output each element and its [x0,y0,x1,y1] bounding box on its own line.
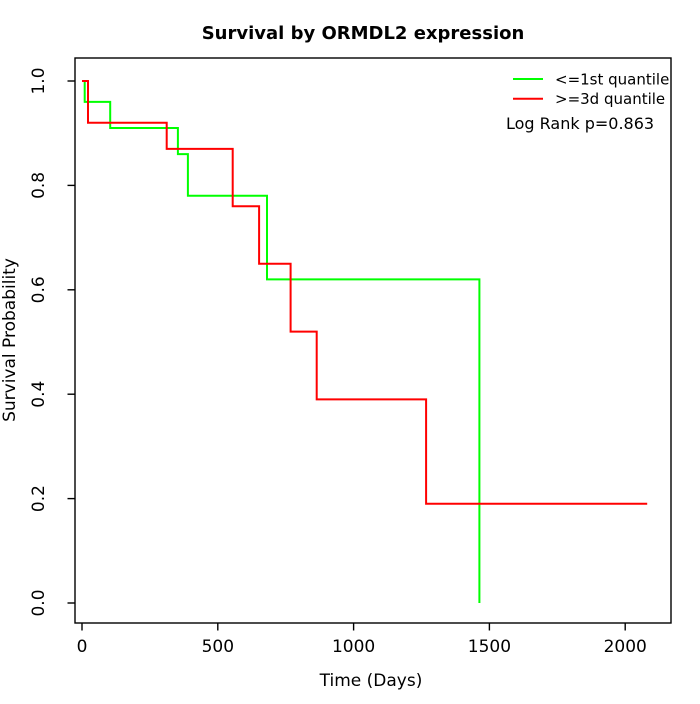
x-tick-label: 2000 [604,637,647,657]
y-axis: 0.0 0.2 0.4 0.6 0.8 1.0 [29,67,75,617]
y-tick-label: 0.6 [29,276,49,303]
x-tick-label: 0 [77,637,88,657]
km-curve [82,80,648,505]
x-tick-label: 1000 [332,637,375,657]
km-curves [82,80,648,603]
y-tick-label: 0.8 [29,172,49,199]
km-curve [82,80,481,603]
y-axis-title: Survival Probability [0,258,20,422]
log-rank-annotation: Log Rank p=0.863 [506,114,654,133]
legend: <=1st quantile>=3d quantile [513,71,669,108]
legend-label: >=3d quantile [555,90,665,108]
y-tick-label: 0.4 [29,381,49,408]
x-tick-label: 1500 [468,637,511,657]
x-axis-title: Time (Days) [319,671,423,691]
y-tick-label: 0.2 [29,485,49,512]
x-axis: 0 500 1000 1500 2000 [77,623,647,657]
plot-box [74,57,672,624]
chart-title: Survival by ORMDL2 expression [202,23,525,44]
y-tick-label: 1.0 [29,67,49,94]
y-tick-label: 0.0 [29,589,49,616]
legend-label: <=1st quantile [555,71,669,89]
x-tick-label: 500 [202,637,234,657]
